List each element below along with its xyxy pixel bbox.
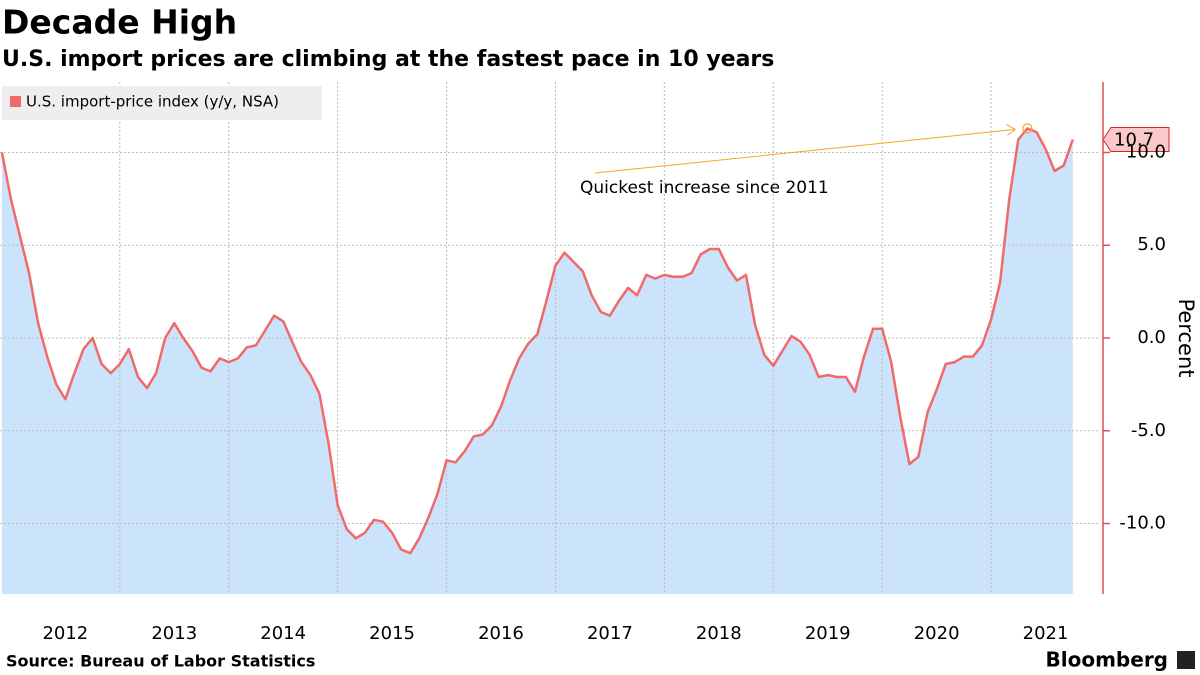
x-tick-label: 2016 [478, 623, 524, 644]
x-tick-label: 2018 [696, 623, 742, 644]
y-tick-label: -5.0 [1131, 420, 1166, 441]
area [1, 128, 1073, 594]
brand: Bloomberg [1046, 648, 1168, 672]
x-tick-label: 2021 [1023, 623, 1069, 644]
legend-swatch [10, 96, 21, 107]
annotation-arrowhead [1006, 123, 1016, 136]
annotation-circle [1022, 123, 1033, 134]
x-tick-label: 2017 [587, 623, 633, 644]
x-tick-label: 2012 [42, 623, 88, 644]
value-badge [1102, 127, 1170, 153]
legend-label: U.S. import-price index (y/y, NSA) [26, 93, 279, 111]
brand-icon [1177, 651, 1195, 669]
x-tick-label: 2014 [260, 623, 306, 644]
value-label: 10.7 [1114, 130, 1154, 151]
annotation-arrow [594, 128, 1016, 174]
y-tick-label: -10.0 [1119, 513, 1166, 534]
annotation: Quickest increase since 2011 [580, 178, 829, 198]
x-tick-label: 2019 [805, 623, 851, 644]
x-tick-label: 2015 [369, 623, 415, 644]
source: Source: Bureau of Labor Statistics [6, 652, 315, 671]
y-tick-label: 0.0 [1137, 327, 1166, 348]
y-axis-label: Percent [1174, 298, 1198, 377]
legend-box [2, 86, 322, 120]
y-tick-label: 5.0 [1137, 234, 1166, 255]
x-tick-label: 2013 [151, 623, 197, 644]
plot: Quickest increase since 2011 10.710.0 5.0 0… [0, 82, 1198, 644]
chart-title: Decade High [2, 3, 237, 42]
chart-subtitle: U.S. import prices are climbing at the f… [2, 47, 774, 72]
y-tick-label: 10.0 [1126, 141, 1166, 162]
x-tick-label: 2020 [914, 623, 960, 644]
line [0, 127, 1074, 555]
